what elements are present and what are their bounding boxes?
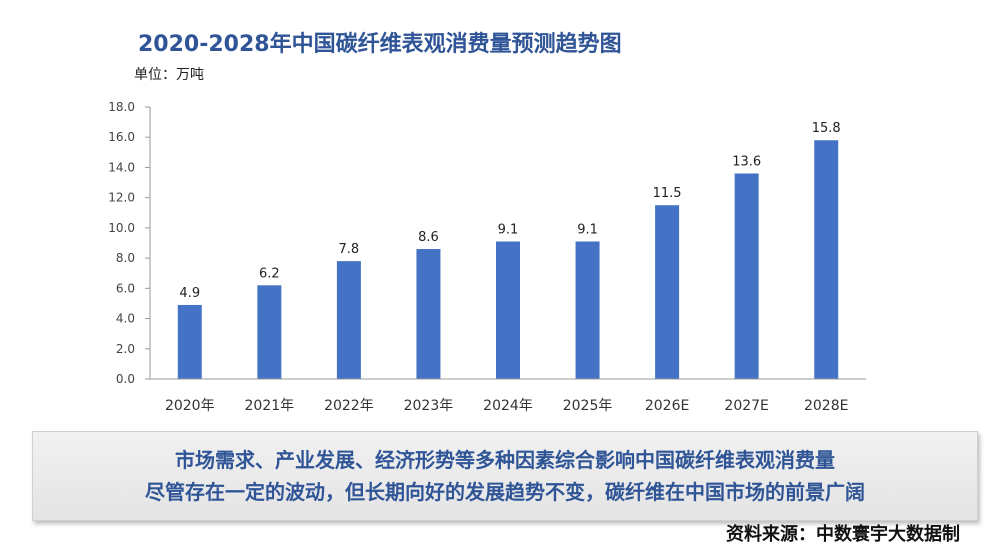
summary-box: 市场需求、产业发展、经济形势等多种因素综合影响中国碳纤维表观消费量 尽管存在一定…	[32, 431, 978, 521]
data-label: 6.2	[259, 266, 280, 281]
y-tick-label: 18.0	[108, 100, 135, 114]
y-axis: 0.0 2.0 4.0 6.0 8.0 10.0 12.0 14.0 16.0 18.0	[108, 100, 151, 386]
data-label: 13.6	[732, 154, 761, 169]
x-axis: 2020年 2021年 2022年 2023年 2024年 2025年 2026E 2027E…	[150, 378, 866, 414]
data-label: 9.1	[498, 222, 519, 237]
x-tick-label: 2020年	[165, 398, 215, 414]
bar-chart: 0.0 2.0 4.0 6.0 8.0 10.0 12.0 14.0 16.0 18.0 4.9 6…	[108, 100, 866, 414]
y-tick-label: 14.0	[108, 160, 135, 174]
bar	[416, 249, 441, 379]
y-tick-label: 6.0	[116, 281, 135, 295]
x-tick-label: 2025年	[563, 398, 613, 414]
data-label: 9.1	[577, 222, 598, 237]
y-tick-label: 12.0	[108, 191, 135, 205]
x-tick-label: 2028E	[804, 398, 848, 414]
x-tick-label: 2024年	[483, 398, 533, 414]
summary-line-1: 市场需求、产业发展、经济形势等多种因素综合影响中国碳纤维表观消费量	[175, 448, 835, 472]
bar	[496, 241, 520, 379]
x-tick-label: 2021年	[245, 398, 295, 414]
bar	[177, 304, 202, 379]
y-tick-label: 4.0	[116, 312, 135, 326]
data-label: 15.8	[812, 121, 841, 136]
y-tick-label: 0.0	[116, 372, 135, 386]
y-tick-label: 2.0	[116, 342, 135, 356]
x-tick-label: 2026E	[645, 398, 689, 414]
bar	[257, 285, 282, 379]
bar	[336, 261, 361, 379]
bar	[575, 241, 600, 379]
x-tick-label: 2023年	[404, 398, 454, 414]
bar	[814, 140, 839, 379]
x-tick-label: 2022年	[324, 398, 374, 414]
y-tick-label: 8.0	[116, 251, 135, 265]
source-note: 资料来源：中数寰宇大数据制	[726, 524, 960, 545]
x-tick-label: 2027E	[724, 398, 768, 414]
data-label: 7.8	[339, 242, 360, 257]
unit-label: 单位：万吨	[134, 67, 204, 83]
data-label: 11.5	[653, 186, 682, 201]
y-tick-label: 16.0	[108, 130, 135, 144]
bars: 4.9 6.2 7.8 8.6 9.1 9.1 11.5 13.6 15.8	[177, 121, 841, 379]
summary-line-2: 尽管存在一定的波动，但长期向好的发展趋势不变，碳纤维在中国市场的前景广阔	[145, 480, 865, 504]
y-tick-label: 10.0	[108, 221, 135, 235]
bar	[655, 205, 680, 379]
data-label: 4.9	[179, 286, 200, 301]
data-label: 8.6	[418, 230, 439, 245]
chart-title: 2020-2028年中国碳纤维表观消费量预测趋势图	[138, 32, 622, 57]
bar	[734, 173, 759, 379]
